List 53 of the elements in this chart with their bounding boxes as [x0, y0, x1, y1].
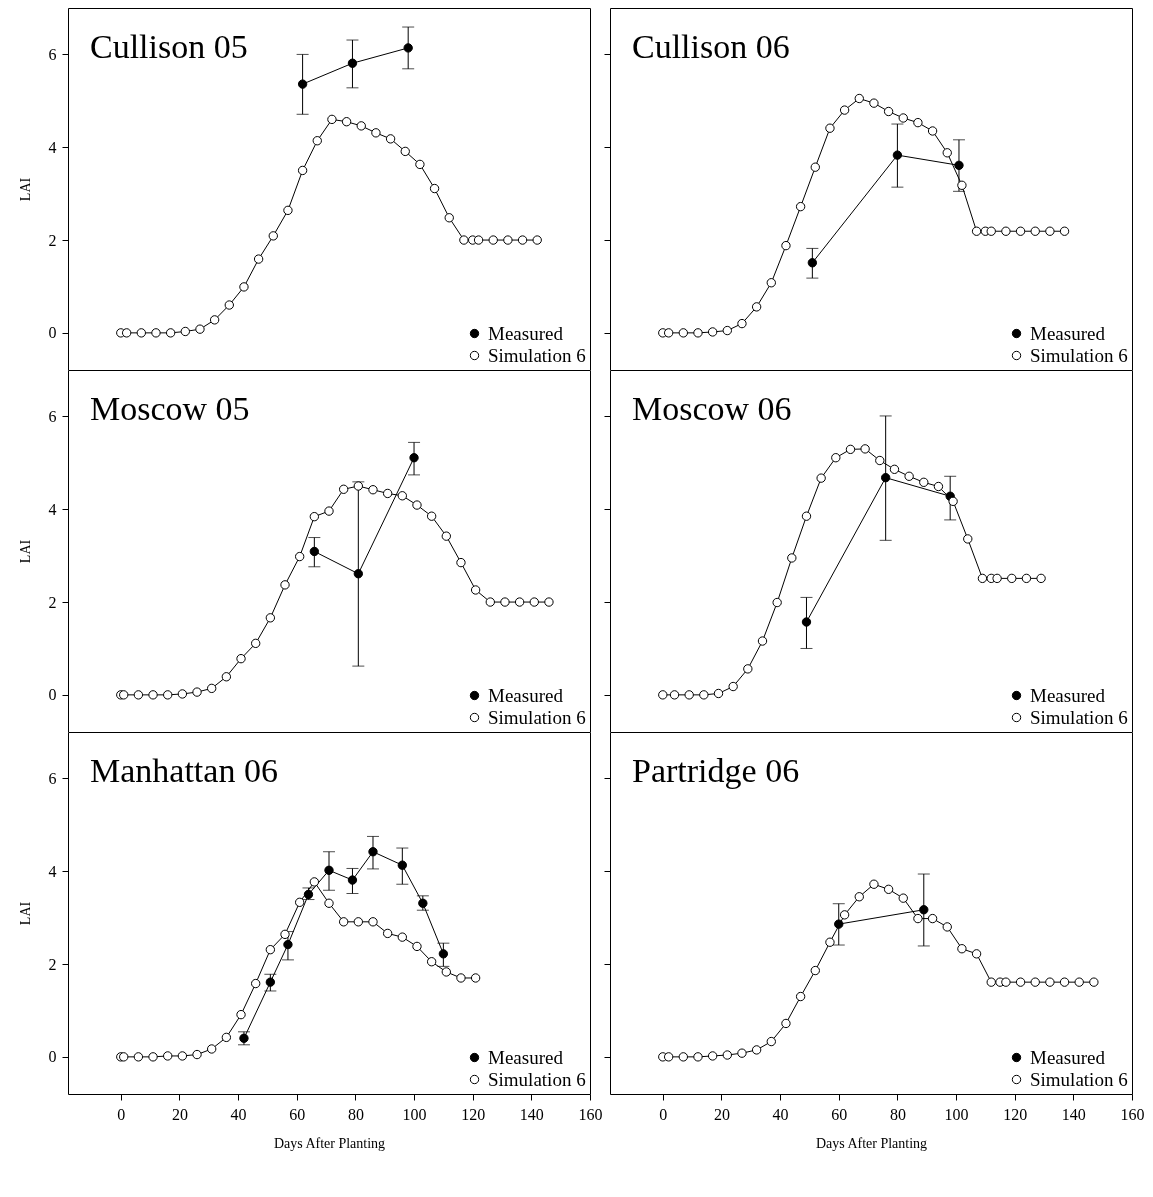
- x-tick-label: 0: [117, 1105, 126, 1123]
- text: Manhattan 06: [90, 752, 278, 789]
- legend-label: Simulation 6: [488, 344, 586, 366]
- legend-label: Simulation 6: [1030, 344, 1128, 366]
- y-tick-label: 4: [48, 500, 57, 518]
- legend-label: Simulation 6: [488, 1068, 586, 1090]
- y-tick-label: 6: [48, 769, 57, 787]
- y-axis-title: LAI: [17, 901, 33, 926]
- y-tick-label: 0: [48, 686, 57, 704]
- x-tick-label: 60: [289, 1105, 306, 1123]
- text: Cullison 06: [632, 28, 790, 65]
- x-tick-label: 100: [402, 1105, 427, 1123]
- text: Moscow 06: [632, 390, 792, 427]
- x-tick-label: 140: [1061, 1105, 1086, 1123]
- x-tick-label: 160: [1120, 1105, 1145, 1123]
- x-tick-label: 160: [578, 1105, 603, 1123]
- y-tick-label: 0: [48, 1048, 57, 1066]
- x-axis-title: Days After Planting: [273, 1135, 386, 1151]
- legend-label: Simulation 6: [488, 706, 586, 728]
- y-tick-label: 2: [48, 955, 57, 973]
- y-tick-label: 0: [48, 324, 57, 342]
- text: Partridge 06: [632, 752, 800, 789]
- legend-label: Simulation 6: [1030, 1068, 1128, 1090]
- legend-label: Measured: [1030, 1046, 1106, 1068]
- text: Moscow 05: [90, 390, 250, 427]
- x-tick-label: 40: [772, 1105, 789, 1123]
- y-tick-label: 4: [48, 862, 57, 880]
- x-tick-label: 20: [171, 1105, 188, 1123]
- x-tick-label: 40: [230, 1105, 247, 1123]
- x-tick-label: 0: [659, 1105, 668, 1123]
- y-axis-title: LAI: [17, 539, 33, 564]
- legend-label: Simulation 6: [1030, 706, 1128, 728]
- y-axis-title: LAI: [17, 177, 33, 202]
- x-tick-label: 120: [1003, 1105, 1028, 1123]
- x-tick-label: 60: [831, 1105, 848, 1123]
- text: Cullison 05: [90, 28, 248, 65]
- y-tick-label: 2: [48, 231, 57, 249]
- legend-label: Measured: [488, 684, 564, 706]
- legend-label: Measured: [1030, 684, 1106, 706]
- y-tick-label: 6: [48, 45, 57, 63]
- y-tick-label: 4: [48, 138, 57, 156]
- x-tick-label: 140: [519, 1105, 544, 1123]
- x-tick-label: 100: [944, 1105, 969, 1123]
- x-axis-title: Days After Planting: [815, 1135, 928, 1151]
- legend-label: Measured: [488, 322, 564, 344]
- x-tick-label: 80: [889, 1105, 906, 1123]
- legend-label: Measured: [1030, 322, 1106, 344]
- x-tick-label: 20: [713, 1105, 730, 1123]
- y-tick-label: 2: [48, 593, 57, 611]
- x-tick-label: 120: [461, 1105, 486, 1123]
- x-tick-label: 80: [347, 1105, 364, 1123]
- y-tick-label: 6: [48, 407, 57, 425]
- legend-label: Measured: [488, 1046, 564, 1068]
